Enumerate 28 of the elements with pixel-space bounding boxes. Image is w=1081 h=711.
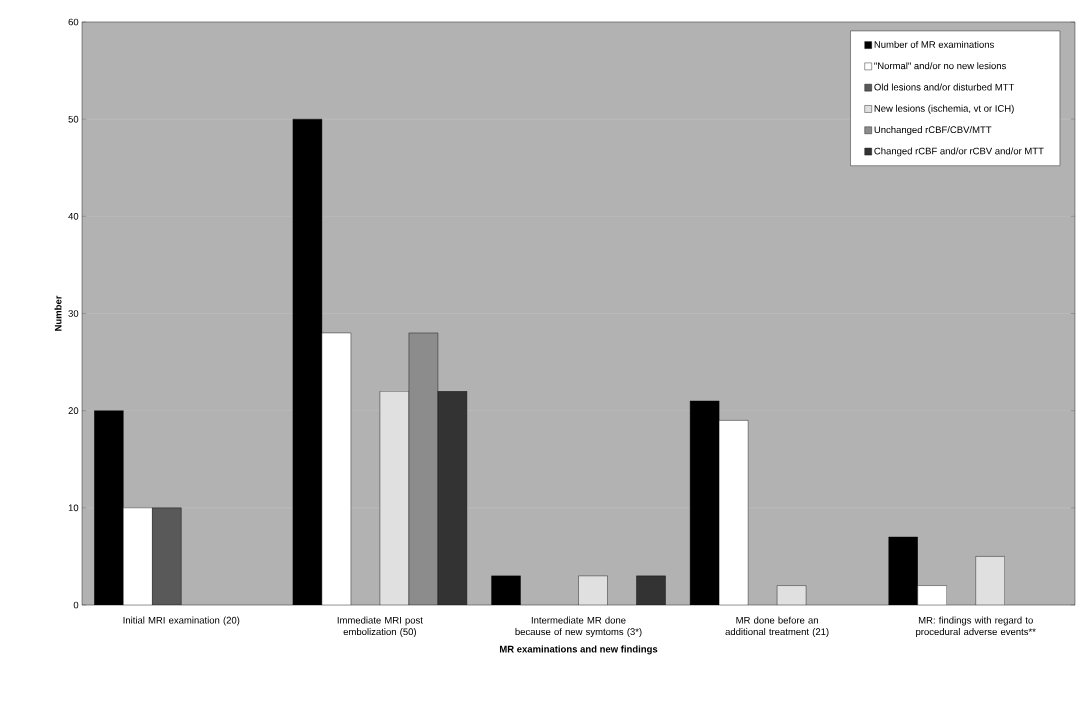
bar	[123, 507, 153, 605]
x-axis-title: MR examinations and new findings	[499, 645, 658, 655]
legend-label: Number of MR examinations	[874, 40, 994, 48]
bar	[578, 575, 608, 605]
y-tick-label: 10	[68, 504, 79, 512]
y-tick-label: 50	[68, 115, 79, 123]
x-tick-label: Immediate MRI post embolization (50)	[337, 616, 423, 637]
bar	[718, 420, 749, 605]
y-tick-label: 20	[68, 407, 79, 415]
y-tick-label: 60	[68, 18, 79, 26]
bar	[437, 391, 468, 605]
legend-label: Changed rCBF and/or rCBV and/or MTT	[874, 147, 1044, 157]
y-axis-title: Number	[54, 295, 62, 331]
x-tick-label: MR done before an additional treatment (21)	[725, 616, 829, 637]
y-tick-label: 30	[68, 310, 79, 317]
x-tick-label: Intermediate MR done because of new symtoms (3*)	[515, 616, 642, 637]
bar	[321, 332, 352, 605]
bar	[975, 556, 1005, 605]
y-tick-label: 40	[68, 212, 79, 220]
x-tick-label: MR: findings with regard to procedural adverse events**	[916, 616, 1036, 637]
legend-label: "Normal" and/or no new lesions	[874, 62, 1006, 70]
legend-label: Old lesions and/or disturbed MTT	[874, 83, 1015, 91]
legend-label: New lesions (ischemia, vt or ICH)	[874, 104, 1014, 114]
bar	[636, 575, 666, 605]
x-tick-label: Initial MRI examination (20)	[123, 616, 240, 626]
legend-label: Unchanged rCBF/CBV/MTT	[874, 126, 992, 135]
bar	[379, 391, 410, 605]
y-tick-label: 0	[73, 601, 79, 609]
